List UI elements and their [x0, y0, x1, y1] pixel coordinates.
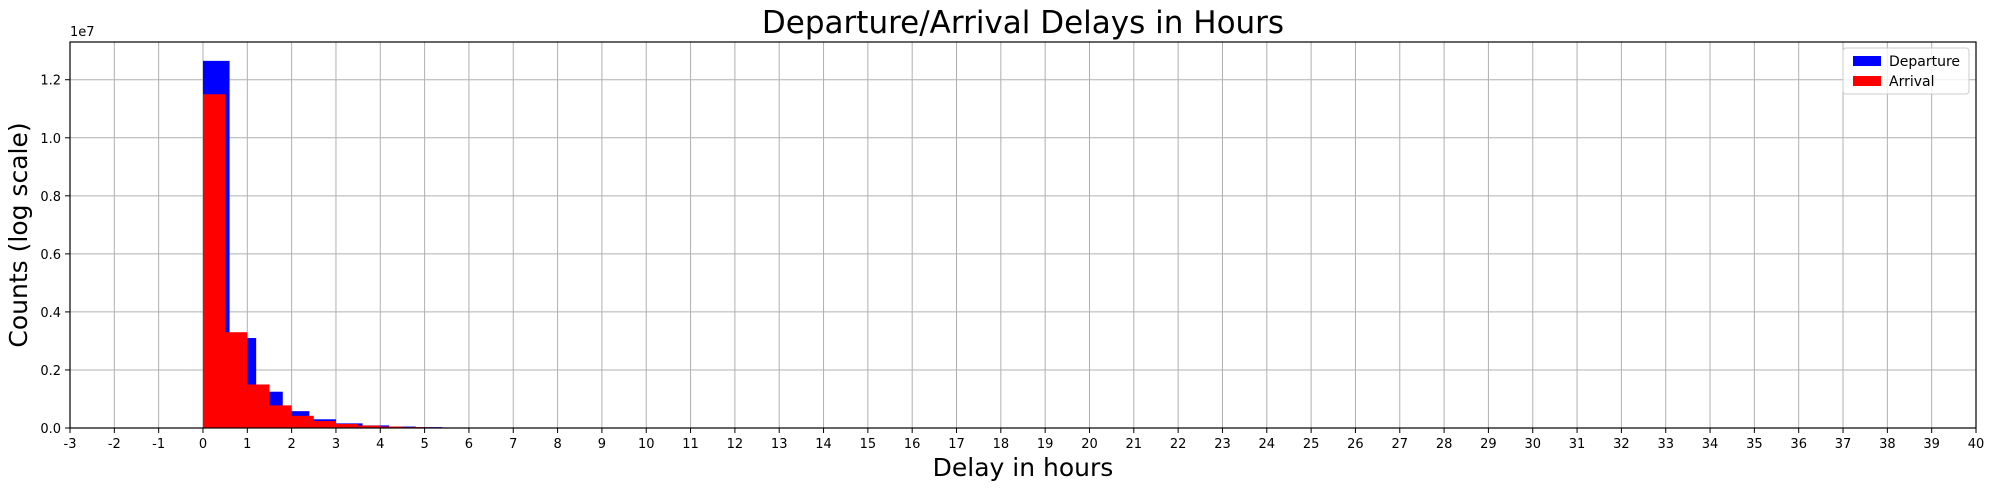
- x-tick-label: 7: [509, 437, 517, 452]
- grid-layer: [69, 42, 1977, 429]
- y-tick-label: 1.0: [40, 132, 61, 147]
- x-tick-label: 9: [598, 437, 606, 452]
- x-tick-label: -2: [108, 437, 121, 452]
- chart-title: Departure/Arrival Delays in Hours: [762, 5, 1284, 41]
- x-tick-label: 13: [771, 437, 788, 452]
- legend-swatch-departure: [1853, 56, 1881, 66]
- arrival-bar: [335, 423, 359, 428]
- arrival-bar: [291, 415, 314, 428]
- x-tick-label: 35: [1746, 437, 1763, 452]
- x-tick-label: 26: [1347, 437, 1364, 452]
- x-tick-label: 20: [1081, 437, 1098, 452]
- x-tick-label: 4: [376, 437, 384, 452]
- y-tick-label: 0.4: [40, 306, 61, 321]
- x-tick-label: 2: [287, 437, 295, 452]
- x-tick-label: 0: [199, 437, 207, 452]
- x-tick-label: 28: [1436, 437, 1453, 452]
- x-tick-label: 21: [1126, 437, 1143, 452]
- ticks-layer: -3 -2 -1 0 1 2 3 4 5 6 7 8 9 10 11 12 13 14 15 16 17 18 19 20 21…: [40, 74, 1984, 452]
- x-tick-label: 19: [1037, 437, 1054, 452]
- x-tick-label: 3: [332, 437, 340, 452]
- x-tick-label: 24: [1259, 437, 1276, 452]
- x-tick-label: 33: [1657, 437, 1674, 452]
- x-tick-label: 32: [1613, 437, 1630, 452]
- arrival-bar: [358, 425, 381, 428]
- x-tick-label: 29: [1480, 437, 1497, 452]
- plot-frame: [69, 41, 1977, 429]
- x-tick-label: 34: [1702, 437, 1719, 452]
- x-tick-label: 40: [1968, 437, 1985, 452]
- legend-entry-arrival: Arrival: [1889, 74, 1935, 90]
- legend-entry-departure: Departure: [1889, 54, 1960, 70]
- x-tick-label: 39: [1923, 437, 1940, 452]
- x-tick-label: 22: [1170, 437, 1187, 452]
- x-tick-label: 15: [860, 437, 877, 452]
- y-offset-label: 1e7: [70, 25, 95, 40]
- x-tick-label: 1: [243, 437, 251, 452]
- arrival-bar: [247, 384, 270, 428]
- x-tick-label: 27: [1391, 437, 1408, 452]
- arrival-bar: [313, 421, 336, 428]
- x-tick-label: -1: [152, 437, 165, 452]
- y-tick-label: 0.2: [40, 364, 61, 379]
- arrival-bar: [202, 94, 226, 428]
- arrival-bar: [225, 332, 248, 428]
- x-tick-label: 18: [993, 437, 1010, 452]
- x-tick-label: 17: [948, 437, 965, 452]
- legend: Departure Arrival: [1842, 47, 1970, 95]
- x-tick-label: 25: [1303, 437, 1320, 452]
- arrival-bar: [380, 426, 403, 428]
- arrival-bar: [269, 405, 292, 428]
- x-axis-label: Delay in hours: [933, 453, 1114, 482]
- x-tick-label: 5: [420, 437, 428, 452]
- x-tick-label: 38: [1879, 437, 1896, 452]
- x-tick-label: 11: [682, 437, 699, 452]
- x-tick-label: 30: [1524, 437, 1541, 452]
- x-tick-label: 8: [553, 437, 561, 452]
- y-tick-label: 0.8: [40, 190, 61, 205]
- bars-layer: [202, 60, 549, 429]
- x-tick-label: -3: [64, 437, 77, 452]
- x-tick-label: 37: [1835, 437, 1852, 452]
- x-tick-label: 31: [1569, 437, 1586, 452]
- y-tick-label: 0.6: [40, 248, 61, 263]
- x-tick-label: 10: [638, 437, 655, 452]
- legend-swatch-arrival: [1853, 76, 1881, 86]
- x-tick-label: 23: [1214, 437, 1231, 452]
- y-tick-label: 1.2: [40, 74, 61, 89]
- x-tick-label: 12: [727, 437, 744, 452]
- y-tick-label: 0.0: [40, 422, 61, 437]
- x-tick-label: 36: [1790, 437, 1807, 452]
- y-axis-label: Counts (log scale): [4, 122, 33, 347]
- x-tick-label: 16: [904, 437, 921, 452]
- x-tick-label: 14: [815, 437, 832, 452]
- x-tick-label: 6: [465, 437, 473, 452]
